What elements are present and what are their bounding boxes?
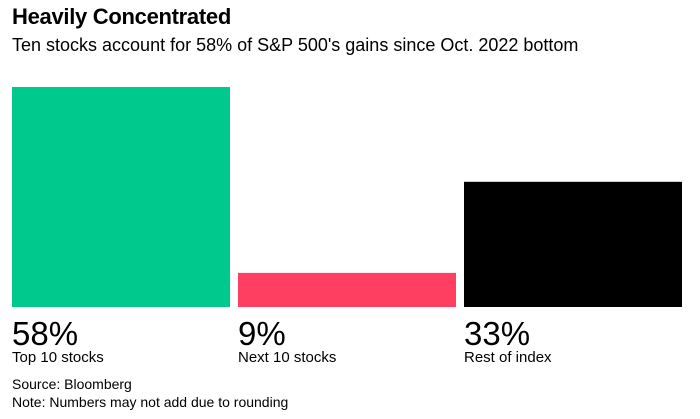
chart-notes: Source: Bloomberg Note: Numbers may not …: [12, 375, 288, 411]
chart-subtitle: Ten stocks account for 58% of S&P 500's …: [12, 35, 579, 55]
category-label-3: Rest of index: [464, 349, 552, 366]
bar-value-label-3: 33%: [464, 315, 530, 352]
bar-1: [12, 87, 230, 307]
bar-3: [464, 181, 682, 307]
rounding-note: Note: Numbers may not add due to roundin…: [12, 394, 289, 410]
chart-title: Heavily Concentrated: [12, 4, 231, 29]
bar-value-label-2: 9%: [238, 315, 286, 352]
source-note: Source: Bloomberg: [12, 376, 132, 392]
bar-value-label-1: 58%: [12, 315, 78, 352]
category-label-1: Top 10 stocks: [12, 349, 104, 366]
category-label-2: Next 10 stocks: [238, 349, 336, 366]
bar-2: [238, 272, 456, 307]
